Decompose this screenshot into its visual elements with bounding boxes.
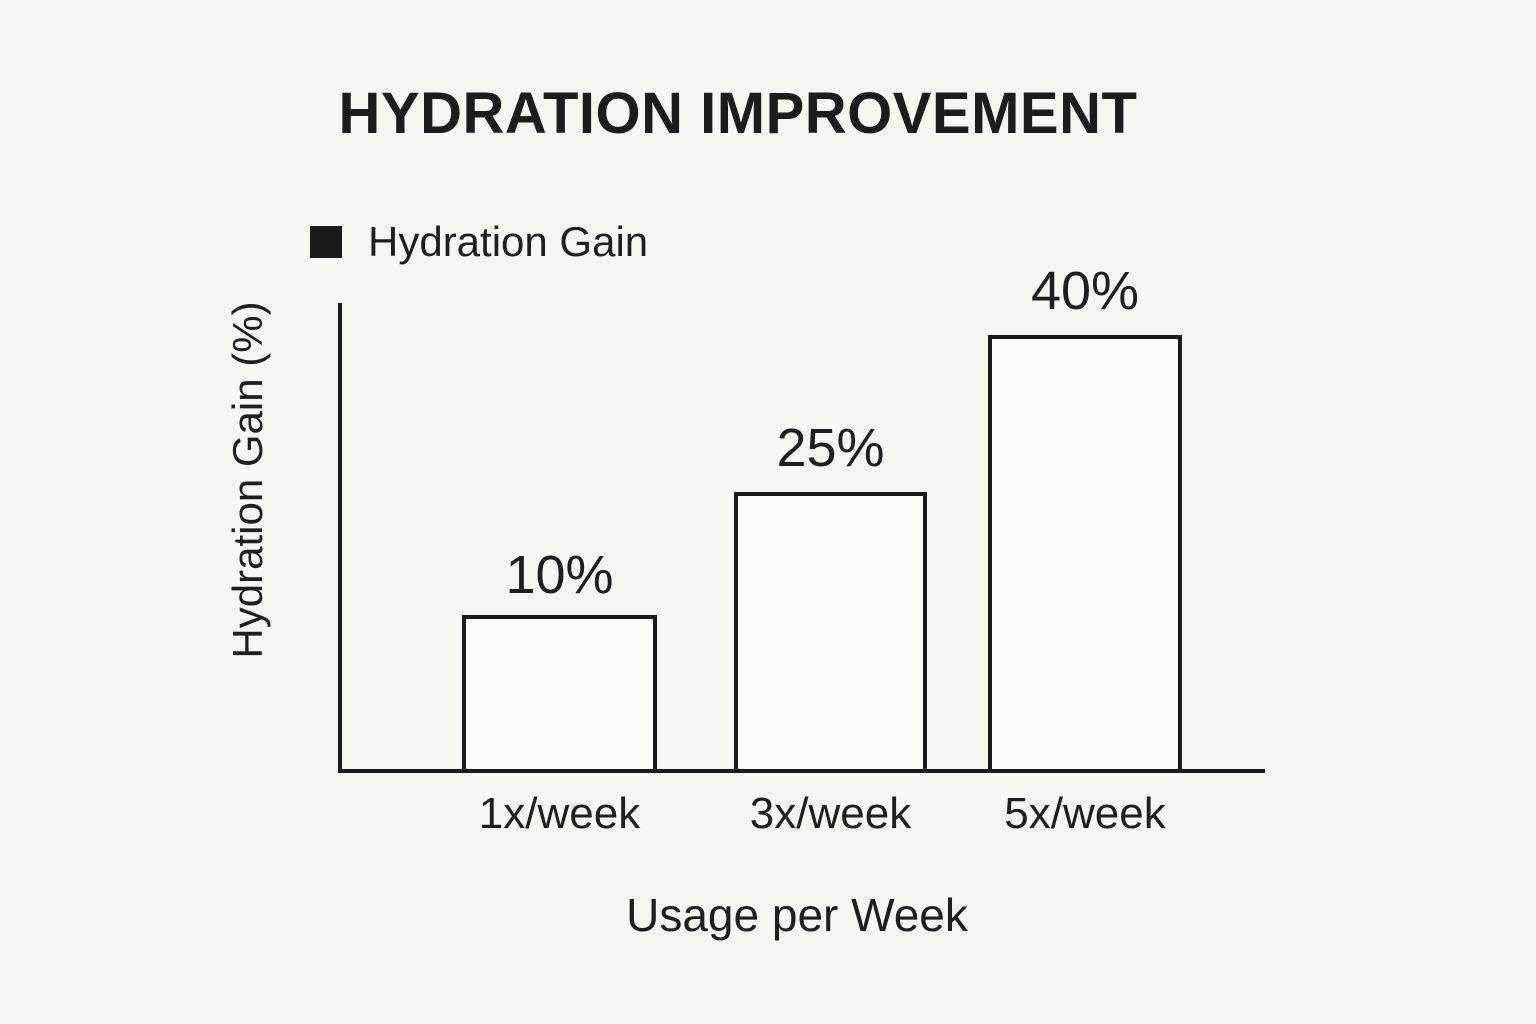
y-axis-label: Hydration Gain (%) [224, 301, 271, 659]
x-tick-1x-week: 1x/week [478, 789, 641, 838]
x-tick-3x-week: 3x/week [749, 789, 912, 838]
x-axis-label: Usage per Week [626, 889, 968, 941]
x-tick-5x-week: 5x/week [1004, 789, 1166, 838]
value-label-5x-week: 40% [1030, 261, 1140, 321]
legend-swatch-icon [310, 226, 342, 258]
bar-3x-week [734, 492, 927, 773]
y-axis-line [338, 303, 342, 773]
value-label-1x-week: 10% [505, 545, 614, 605]
bar-1x-week [462, 615, 657, 773]
legend-label: Hydration Gain [368, 218, 649, 265]
legend: Hydration Gain [310, 218, 648, 266]
bar-5x-week [988, 335, 1182, 773]
value-label-3x-week: 25% [776, 418, 885, 478]
chart-title: HYDRATION IMPROVEMENT [338, 81, 1138, 146]
